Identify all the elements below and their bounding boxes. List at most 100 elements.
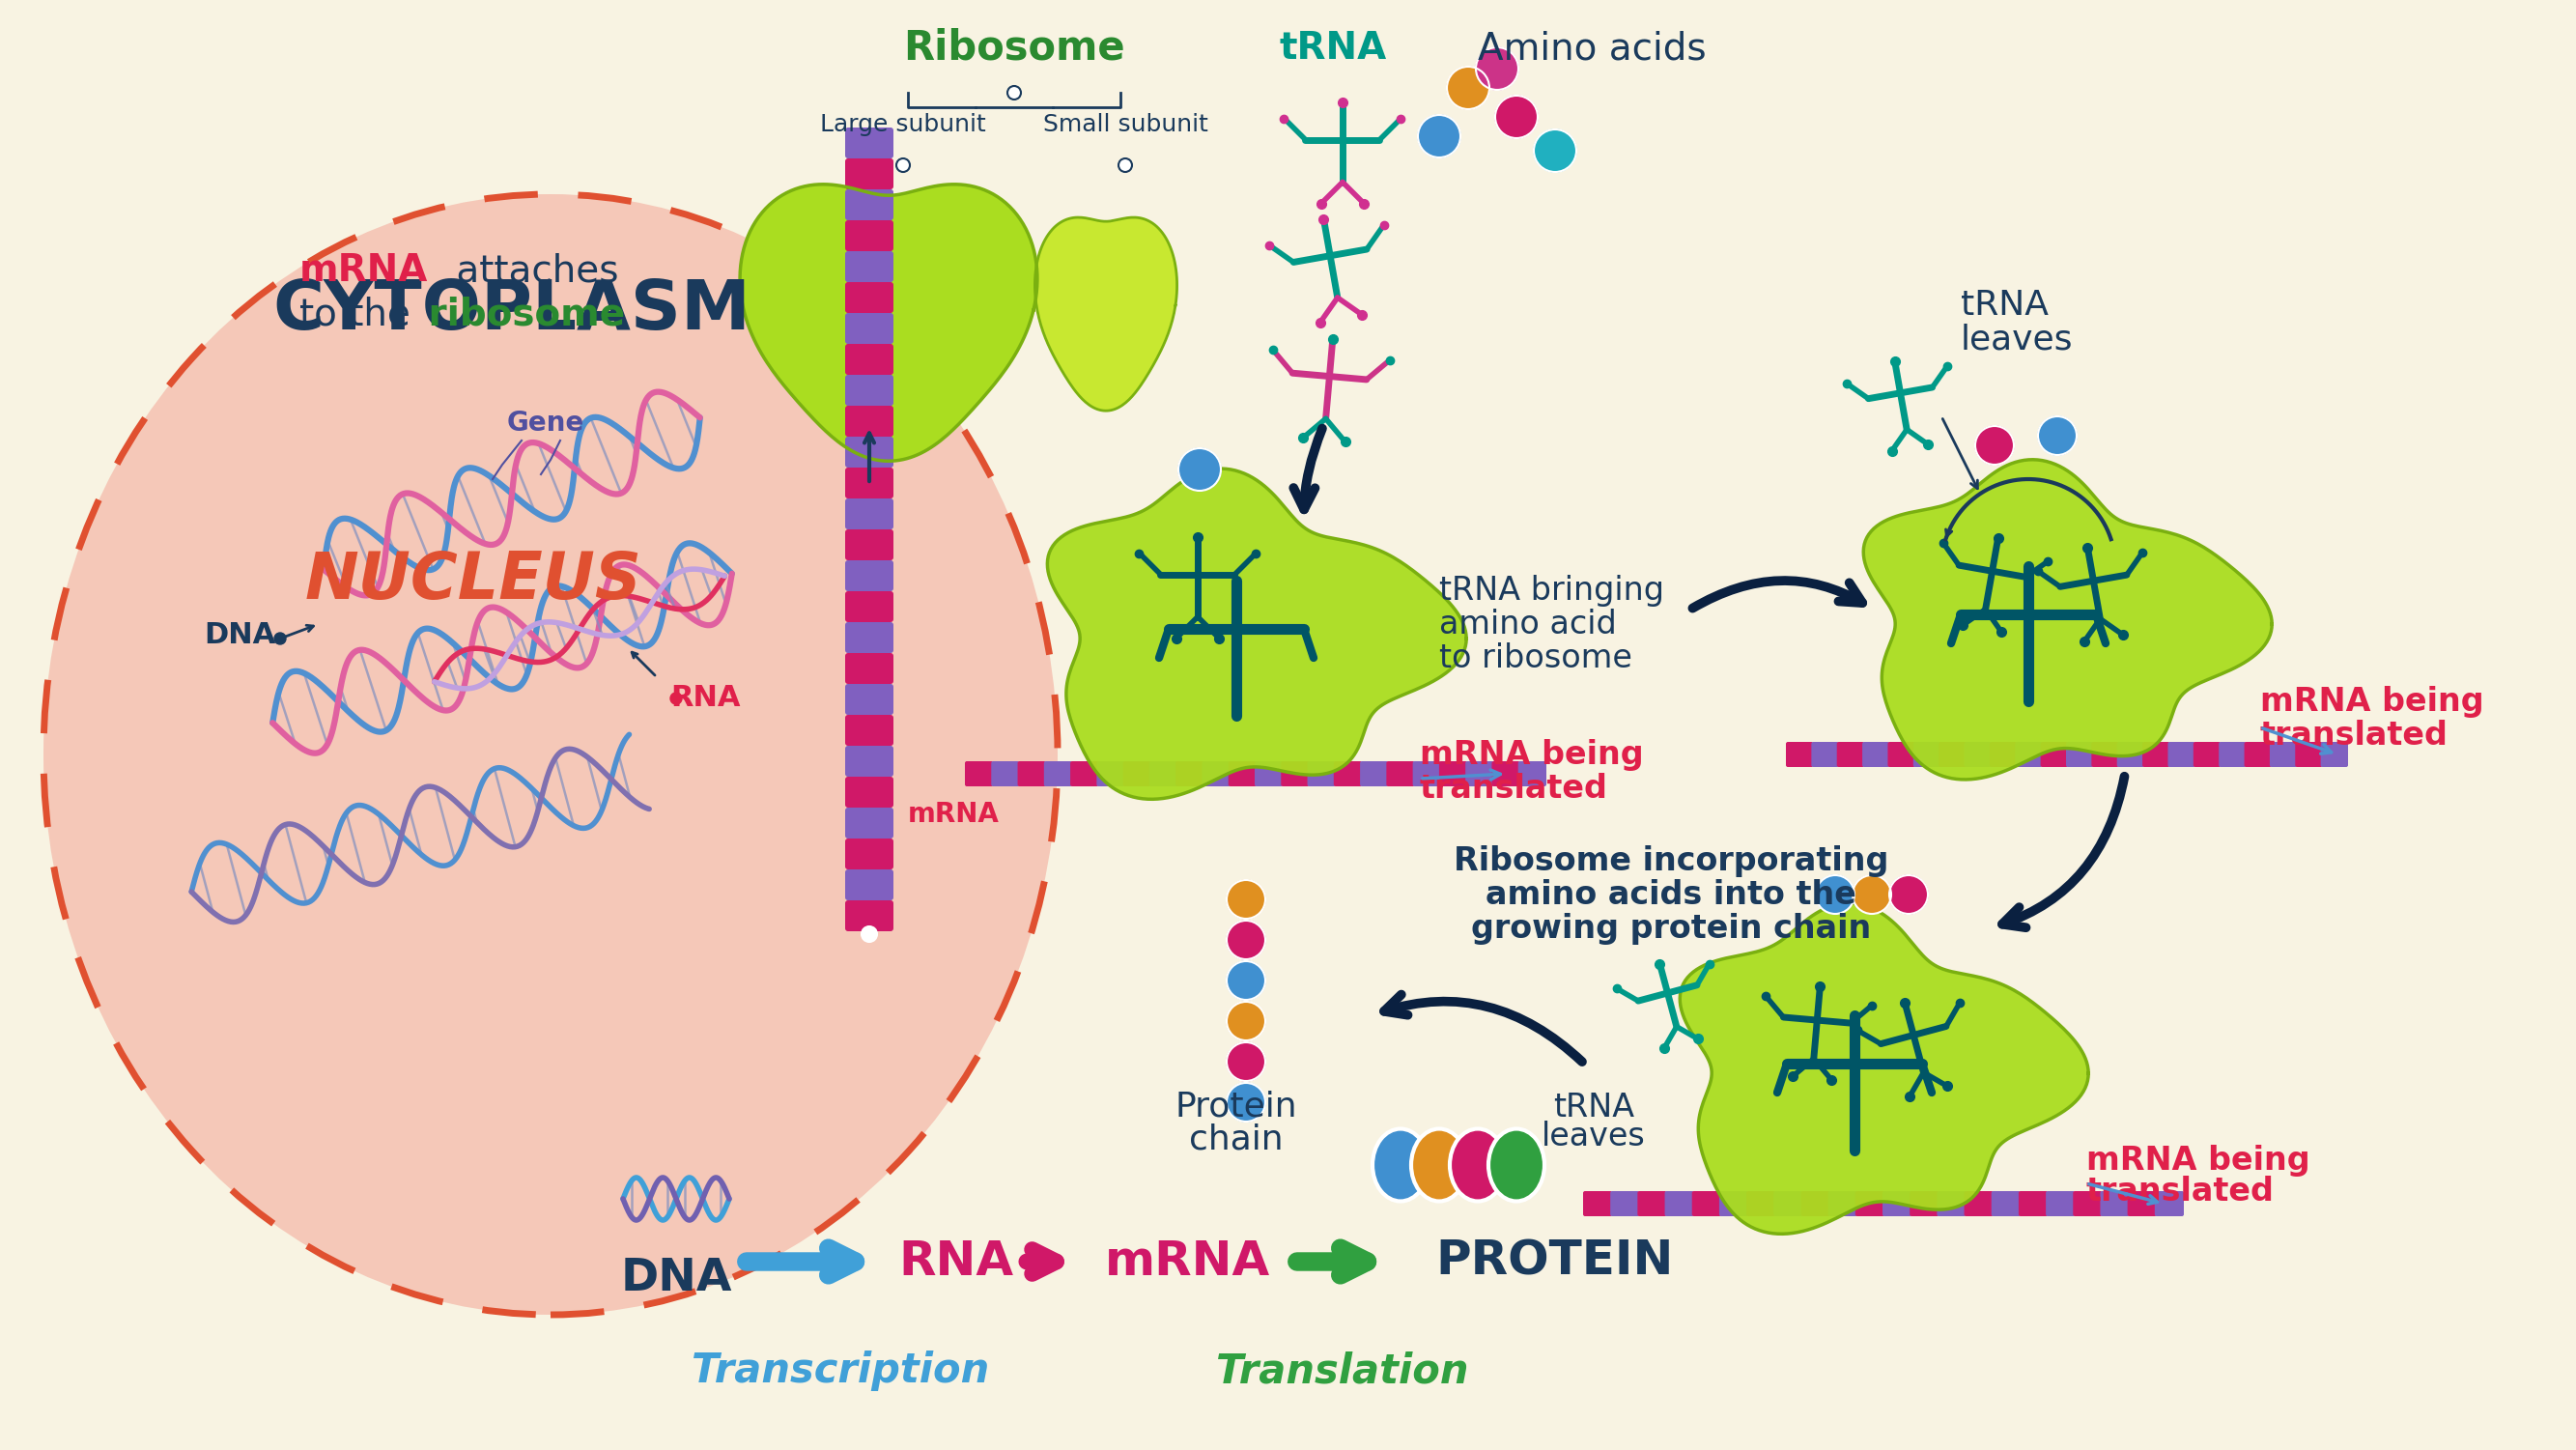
Circle shape [1852,876,1891,914]
FancyBboxPatch shape [992,761,1020,786]
FancyBboxPatch shape [1888,742,1914,767]
Text: Ribosome: Ribosome [904,28,1126,68]
Text: tRNA: tRNA [1280,30,1386,67]
Text: mRNA: mRNA [907,800,999,828]
FancyBboxPatch shape [1862,742,1891,767]
FancyBboxPatch shape [2117,742,2143,767]
Ellipse shape [1412,1128,1468,1201]
FancyBboxPatch shape [1018,761,1046,786]
Circle shape [1226,1002,1265,1041]
Text: CYTOPLASM: CYTOPLASM [273,277,752,344]
Text: mRNA: mRNA [1105,1238,1270,1285]
Text: translated: translated [1419,773,1607,805]
Polygon shape [1680,903,2089,1234]
FancyBboxPatch shape [1638,1190,1667,1217]
FancyBboxPatch shape [2128,1190,2156,1217]
Text: PROTEIN: PROTEIN [1435,1238,1674,1285]
FancyBboxPatch shape [845,808,894,838]
FancyBboxPatch shape [845,653,894,684]
Text: to ribosome: to ribosome [1440,642,1633,674]
Polygon shape [1036,218,1177,410]
FancyBboxPatch shape [845,529,894,560]
FancyBboxPatch shape [1963,1190,1994,1217]
FancyBboxPatch shape [1229,761,1257,786]
FancyBboxPatch shape [845,406,894,436]
Circle shape [1226,1043,1265,1082]
FancyBboxPatch shape [2099,1190,2130,1217]
FancyBboxPatch shape [845,220,894,251]
FancyBboxPatch shape [1914,742,1940,767]
FancyBboxPatch shape [2066,742,2094,767]
FancyBboxPatch shape [1883,1190,1911,1217]
Circle shape [1226,961,1265,1000]
Polygon shape [1048,468,1466,799]
Text: mRNA: mRNA [299,252,428,289]
Circle shape [1177,448,1221,490]
Ellipse shape [44,194,1059,1315]
FancyBboxPatch shape [2040,742,2069,767]
Text: tRNA: tRNA [1960,289,2048,322]
FancyBboxPatch shape [2074,1190,2102,1217]
FancyBboxPatch shape [1440,761,1468,786]
Circle shape [670,693,683,705]
FancyBboxPatch shape [845,251,894,283]
Text: attaches: attaches [443,252,618,289]
FancyBboxPatch shape [1203,761,1231,786]
Text: leaves: leaves [1960,323,2074,355]
FancyBboxPatch shape [845,777,894,808]
FancyBboxPatch shape [1963,742,1991,767]
Text: Transcription: Transcription [690,1350,989,1391]
Text: Large subunit: Large subunit [819,113,987,136]
Text: ribosome: ribosome [415,296,626,332]
Text: chain: chain [1190,1122,1283,1156]
Text: to the: to the [299,296,410,332]
FancyBboxPatch shape [1309,761,1334,786]
FancyBboxPatch shape [2020,1190,2048,1217]
FancyBboxPatch shape [966,761,994,786]
Text: mRNA being: mRNA being [2087,1144,2311,1176]
Circle shape [2038,416,2076,455]
Circle shape [1494,96,1538,138]
Polygon shape [739,184,1038,461]
Text: mRNA being: mRNA being [2259,686,2483,718]
FancyBboxPatch shape [845,344,894,374]
FancyBboxPatch shape [845,128,894,158]
Circle shape [1226,921,1265,960]
Text: leaves: leaves [1540,1121,1646,1153]
Text: growing protein chain: growing protein chain [1471,914,1870,945]
Text: Ribosome incorporating: Ribosome incorporating [1453,845,1888,877]
Text: amino acid: amino acid [1440,609,1618,641]
FancyBboxPatch shape [1069,761,1097,786]
Text: NUCLEUS: NUCLEUS [304,548,641,612]
FancyBboxPatch shape [845,745,894,777]
FancyBboxPatch shape [2269,742,2298,767]
FancyBboxPatch shape [1989,742,2017,767]
Text: translated: translated [2259,719,2447,751]
FancyBboxPatch shape [1837,742,1865,767]
FancyBboxPatch shape [1991,1190,2020,1217]
Circle shape [1226,1083,1265,1121]
Circle shape [1226,880,1265,919]
FancyBboxPatch shape [1937,1190,1965,1217]
FancyBboxPatch shape [2092,742,2120,767]
Text: Translation: Translation [1216,1350,1468,1391]
Text: mRNA being: mRNA being [1419,740,1643,771]
FancyBboxPatch shape [1412,761,1440,786]
Text: RNA: RNA [670,684,739,712]
Text: RNA: RNA [899,1238,1015,1285]
FancyBboxPatch shape [845,715,894,745]
Circle shape [273,632,286,644]
FancyBboxPatch shape [2192,742,2221,767]
Circle shape [1976,426,2014,464]
Ellipse shape [1373,1128,1430,1201]
FancyBboxPatch shape [2244,742,2272,767]
FancyBboxPatch shape [845,560,894,592]
FancyBboxPatch shape [1043,761,1072,786]
Circle shape [1448,67,1489,109]
FancyBboxPatch shape [1280,761,1309,786]
Polygon shape [1862,460,2272,780]
FancyBboxPatch shape [1747,1190,1775,1217]
FancyBboxPatch shape [1785,742,1814,767]
Text: tRNA: tRNA [1553,1092,1633,1124]
FancyBboxPatch shape [845,684,894,715]
